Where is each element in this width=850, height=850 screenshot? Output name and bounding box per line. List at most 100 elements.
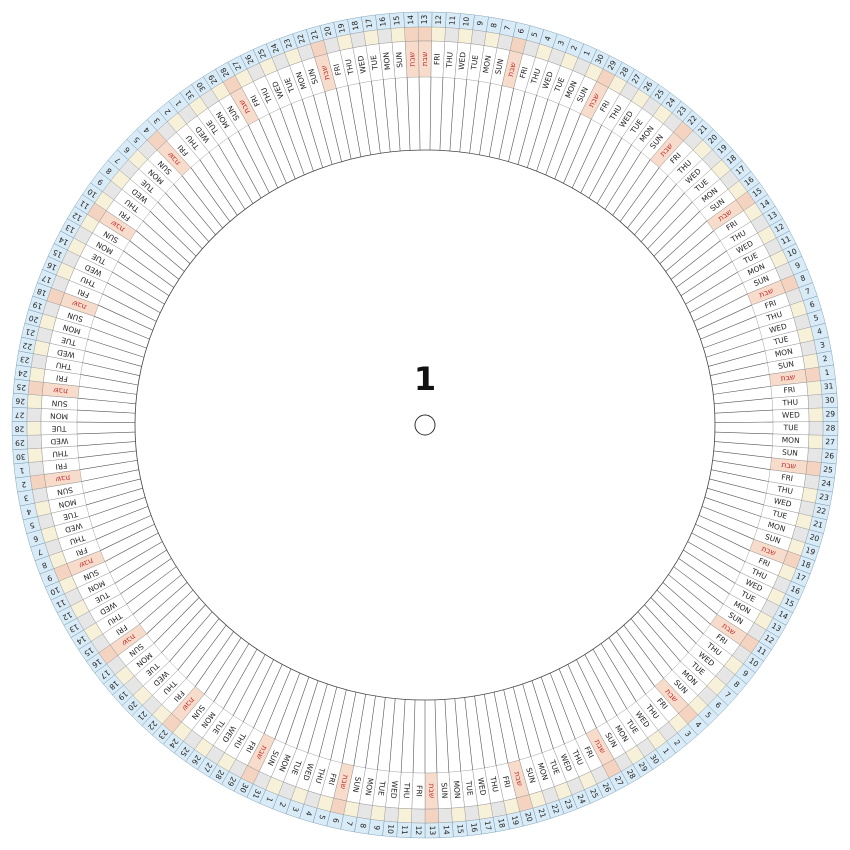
tab-cell [397,807,413,823]
day-number: 13 [428,826,437,836]
weekday: TUE [60,335,78,347]
day-number: 8 [358,823,368,829]
day-number: 28 [218,66,231,79]
day-number: 20 [28,313,40,324]
day-number: 9 [96,177,105,187]
day-number: 10 [49,585,62,597]
day-number: 1 [173,98,183,107]
divider [653,211,700,257]
divider [522,683,543,753]
weekday: TUE [783,423,799,432]
day-number: 4 [543,35,553,43]
day-number: 14 [442,825,451,835]
day-number: 28 [625,768,638,781]
day-number: 20 [809,532,821,543]
day-number: 23 [819,492,830,503]
weekday: SUN [56,485,73,497]
day-number: 11 [54,597,67,609]
tab-cell [799,340,817,357]
day-number: 5 [132,135,142,145]
tab-cell [26,434,42,450]
day-number: 2 [162,107,172,117]
divider [464,697,473,770]
day-number: 4 [816,326,823,336]
day-number: 9 [741,669,750,679]
divider [208,151,246,210]
tab-cell [32,487,49,504]
divider [549,672,576,740]
day-number: 31 [823,381,834,391]
divider [84,350,142,367]
day-number: 16 [469,822,479,833]
weekday: FRI [432,53,441,65]
divider [714,431,773,435]
weekday: TUE [62,509,80,522]
weekday: WED [457,51,468,70]
weekday: שבת [780,372,796,383]
day-number: 5 [28,520,35,530]
divider [656,589,704,635]
weekday: SUN [782,448,799,458]
weekday: THU [55,360,73,372]
divider [161,604,206,653]
divider [647,201,693,250]
divider [96,515,152,540]
day-number: 8 [732,679,742,689]
divider [469,81,479,154]
divider [704,497,761,517]
day-number: 26 [642,80,655,93]
day-number: 11 [448,15,458,25]
tab-cell [470,29,487,46]
day-number: 22 [816,505,827,516]
weekday: שבת [407,52,416,67]
divider [683,549,736,584]
divider [307,683,328,753]
day-number: 1 [824,368,830,378]
tab-cell [27,447,43,463]
divider [301,99,323,168]
day-number: 4 [304,810,314,817]
day-number: 6 [122,145,132,155]
day-number: 26 [243,53,255,66]
divider [713,450,772,459]
tab-cell [444,27,460,43]
divider [129,240,180,280]
weekday: שבת [53,386,68,396]
divider [412,699,416,773]
weekday: TUE [772,334,790,346]
weekday: MON [363,777,375,796]
day-number: 12 [70,210,83,223]
weekday: WED [782,410,800,419]
day-number: 25 [823,465,834,475]
day-number: 5 [813,313,820,323]
divider [691,532,746,562]
day-number: 15 [783,597,796,609]
divider [695,523,750,551]
tab-cell [424,808,439,824]
day-number: 7 [113,155,123,165]
divider [394,78,401,152]
divider [680,261,733,297]
divider [330,689,347,761]
divider [107,282,161,313]
divider [479,83,491,155]
tab-cell [806,380,823,396]
divider [668,574,718,615]
weekday: WED [773,496,793,509]
tab-cell [30,474,47,490]
weekday: שבת [319,65,332,81]
day-number: 19 [31,300,43,311]
divider [697,304,752,331]
tab-cell [802,353,819,370]
divider [263,668,292,734]
weekday: MON [481,55,493,74]
divider [77,441,136,447]
divider [157,201,203,250]
tab-cell [807,447,823,463]
day-number: 1 [19,466,25,476]
day-number: 28 [826,423,836,432]
divider [493,692,509,764]
divider [87,338,145,358]
day-number: 13 [770,621,783,634]
weekday: SUN [351,776,363,793]
